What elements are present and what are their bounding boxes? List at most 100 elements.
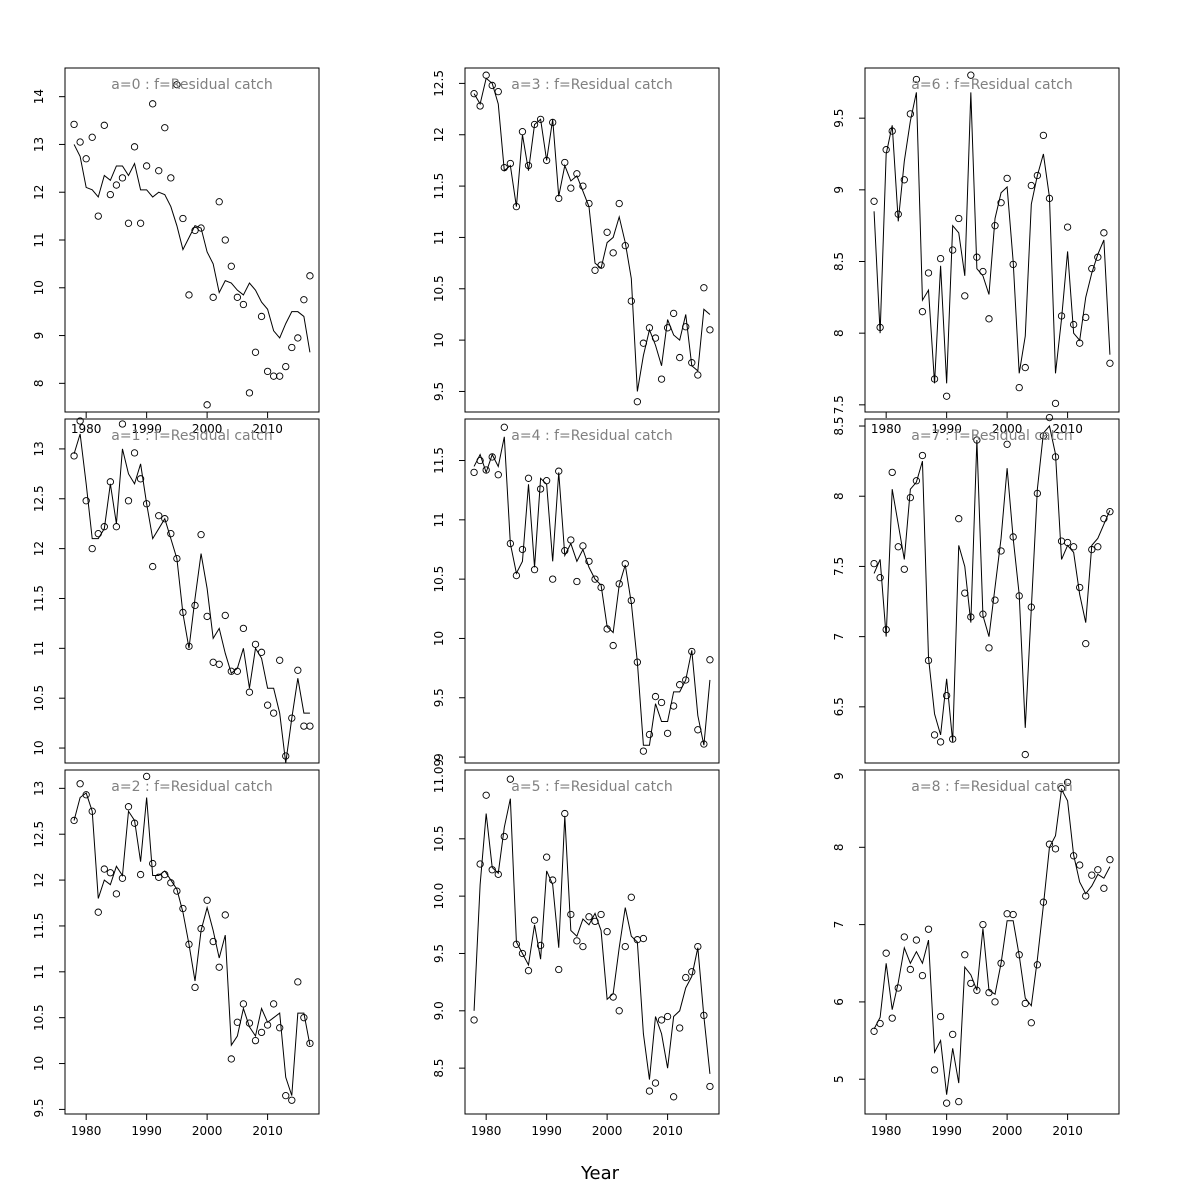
observed-point <box>676 1024 684 1032</box>
observed-point <box>676 681 684 689</box>
observed-point <box>1076 339 1084 347</box>
observed-point <box>627 297 635 305</box>
y-tick-label: 12 <box>432 127 446 142</box>
observed-point <box>1082 313 1090 322</box>
observed-point <box>1033 961 1042 969</box>
panel-frame <box>64 769 320 1115</box>
panel-title: a=0 : f=Residual catch <box>111 77 272 93</box>
observed-point <box>179 904 187 913</box>
fitted-line <box>873 424 1111 742</box>
observed-point <box>530 566 539 574</box>
observed-point <box>651 334 660 342</box>
observed-point <box>269 372 278 380</box>
y-tick-label: 9.5 <box>32 1098 46 1117</box>
observed-point <box>870 559 878 568</box>
fitted-line <box>73 792 311 1096</box>
observed-point <box>88 544 96 553</box>
y-tick-label: 9.0 <box>432 1001 446 1020</box>
observed-point <box>506 159 515 168</box>
observed-point <box>579 942 587 951</box>
observed-point <box>488 453 496 461</box>
y-tick-label: 9 <box>432 753 446 761</box>
observed-point <box>191 983 199 992</box>
y-tick-label: 12.5 <box>432 70 446 97</box>
observed-point <box>573 937 581 945</box>
observed-point <box>585 913 593 921</box>
observed-point <box>633 658 642 666</box>
observed-point <box>603 625 611 633</box>
observed-point <box>1106 856 1114 864</box>
y-tick-label: 7.5 <box>832 557 846 576</box>
observed-point <box>870 197 878 205</box>
panel-frame <box>864 67 1120 413</box>
observed-point <box>245 389 254 397</box>
y-tick-label: 10 <box>32 740 46 755</box>
observed-point <box>663 324 672 332</box>
observed-point <box>494 870 502 878</box>
observed-point <box>245 1019 254 1027</box>
observed-point <box>173 887 181 895</box>
fitted-line <box>73 433 310 764</box>
y-tick-label: 10.5 <box>432 275 446 302</box>
observed-point <box>882 949 890 957</box>
observed-point <box>542 853 551 861</box>
observed-point <box>1063 538 1072 547</box>
observed-point <box>573 577 581 586</box>
fitted-line <box>73 144 311 353</box>
observed-point <box>1088 871 1096 879</box>
panel-title: a=7 : f=Residual catch <box>911 428 1072 444</box>
observed-point <box>1057 312 1066 320</box>
observed-point <box>918 971 927 980</box>
observed-point <box>221 236 229 244</box>
observed-point <box>500 832 508 841</box>
observed-point <box>1100 884 1108 892</box>
observed-point <box>203 401 211 409</box>
observed-point <box>961 951 969 959</box>
observed-point <box>185 940 193 948</box>
observed-point <box>979 920 987 929</box>
observed-point <box>912 75 921 84</box>
observed-point <box>942 1099 951 1107</box>
observed-point <box>1003 910 1011 918</box>
observed-point <box>549 575 557 583</box>
x-tick-label: 2000 <box>992 1124 1023 1138</box>
panel-title: a=2 : f=Residual catch <box>111 779 272 795</box>
observed-point <box>112 890 121 898</box>
observed-point <box>615 199 623 208</box>
observed-point <box>112 523 121 531</box>
observed-point <box>876 574 884 582</box>
y-tick-label: 7 <box>832 633 846 641</box>
observed-point <box>706 326 714 334</box>
x-tick-label: 1990 <box>931 1124 962 1138</box>
observed-point <box>482 466 490 474</box>
y-tick-label: 13 <box>32 137 46 152</box>
observed-point <box>657 1016 666 1024</box>
y-tick-label: 13 <box>32 441 46 456</box>
observed-point <box>870 1027 878 1035</box>
y-tick-label: 11 <box>432 230 446 245</box>
observed-point <box>561 809 569 818</box>
panel-frame <box>864 418 1120 764</box>
observed-point <box>155 873 163 881</box>
panel-frame <box>64 67 320 413</box>
observed-point <box>294 334 302 342</box>
y-tick-label: 9.5 <box>432 688 446 707</box>
observed-point <box>949 1030 957 1039</box>
observed-point <box>233 667 242 675</box>
observed-point <box>94 908 102 916</box>
observed-point <box>239 1000 248 1008</box>
observed-point <box>1009 910 1017 919</box>
observed-point <box>900 565 908 573</box>
observed-point <box>1100 515 1108 523</box>
observed-point <box>288 1096 296 1104</box>
observed-point <box>500 423 508 431</box>
observed-point <box>924 269 933 277</box>
observed-point <box>263 701 272 709</box>
observed-point <box>100 121 108 129</box>
y-tick-label: 6.5 <box>832 697 846 716</box>
observed-point <box>682 973 690 982</box>
observed-point <box>506 539 515 548</box>
observed-point <box>1069 320 1078 329</box>
observed-point <box>567 910 575 919</box>
observed-point <box>221 611 229 620</box>
